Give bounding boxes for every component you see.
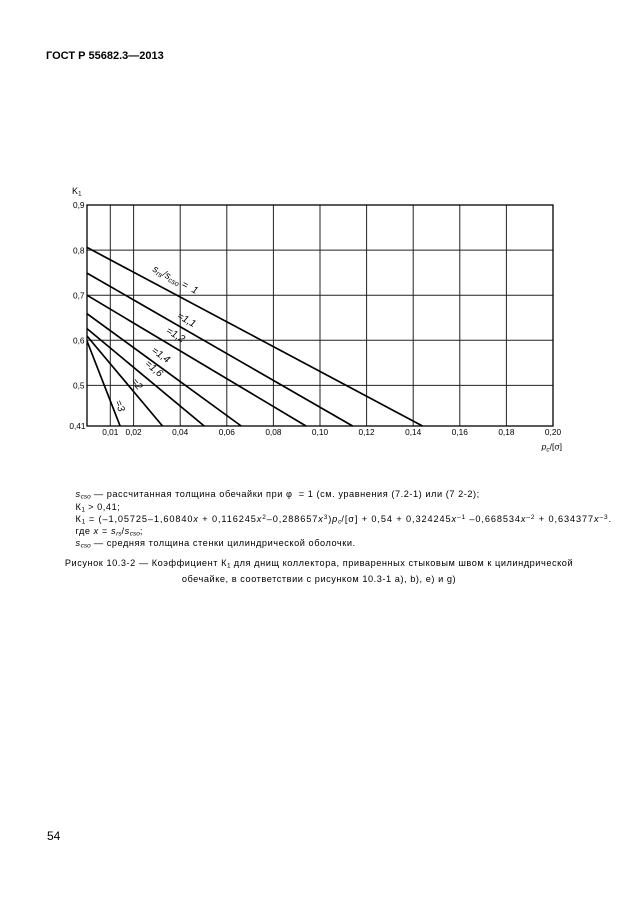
svg-text:0,01: 0,01 — [102, 427, 119, 437]
svg-text:srs/scso = 1: srs/scso = 1 — [150, 264, 200, 298]
svg-text:0,08: 0,08 — [265, 427, 282, 437]
svg-text:0,04: 0,04 — [172, 427, 189, 437]
svg-text:=3: =3 — [112, 399, 127, 414]
svg-text:=2: =2 — [129, 376, 145, 392]
svg-text:0,5: 0,5 — [73, 381, 85, 391]
svg-text:0,41: 0,41 — [69, 421, 86, 431]
svg-text:0,02: 0,02 — [126, 427, 143, 437]
svg-text:0,06: 0,06 — [219, 427, 236, 437]
svg-text:pc/[σ]: pc/[σ] — [541, 442, 562, 454]
svg-text:0,16: 0,16 — [452, 427, 469, 437]
svg-text:0,6: 0,6 — [73, 336, 85, 346]
svg-text:0,9: 0,9 — [73, 200, 85, 210]
svg-text:0,20: 0,20 — [545, 427, 562, 437]
svg-text:0,8: 0,8 — [73, 245, 85, 255]
svg-text:=1,1: =1,1 — [175, 311, 198, 330]
svg-text:0,10: 0,10 — [312, 427, 329, 437]
svg-text:0,7: 0,7 — [73, 290, 85, 300]
svg-text:0,12: 0,12 — [359, 427, 376, 437]
svg-text:0,14: 0,14 — [405, 427, 422, 437]
svg-text:K1: K1 — [72, 186, 82, 198]
svg-text:0,18: 0,18 — [498, 427, 515, 437]
